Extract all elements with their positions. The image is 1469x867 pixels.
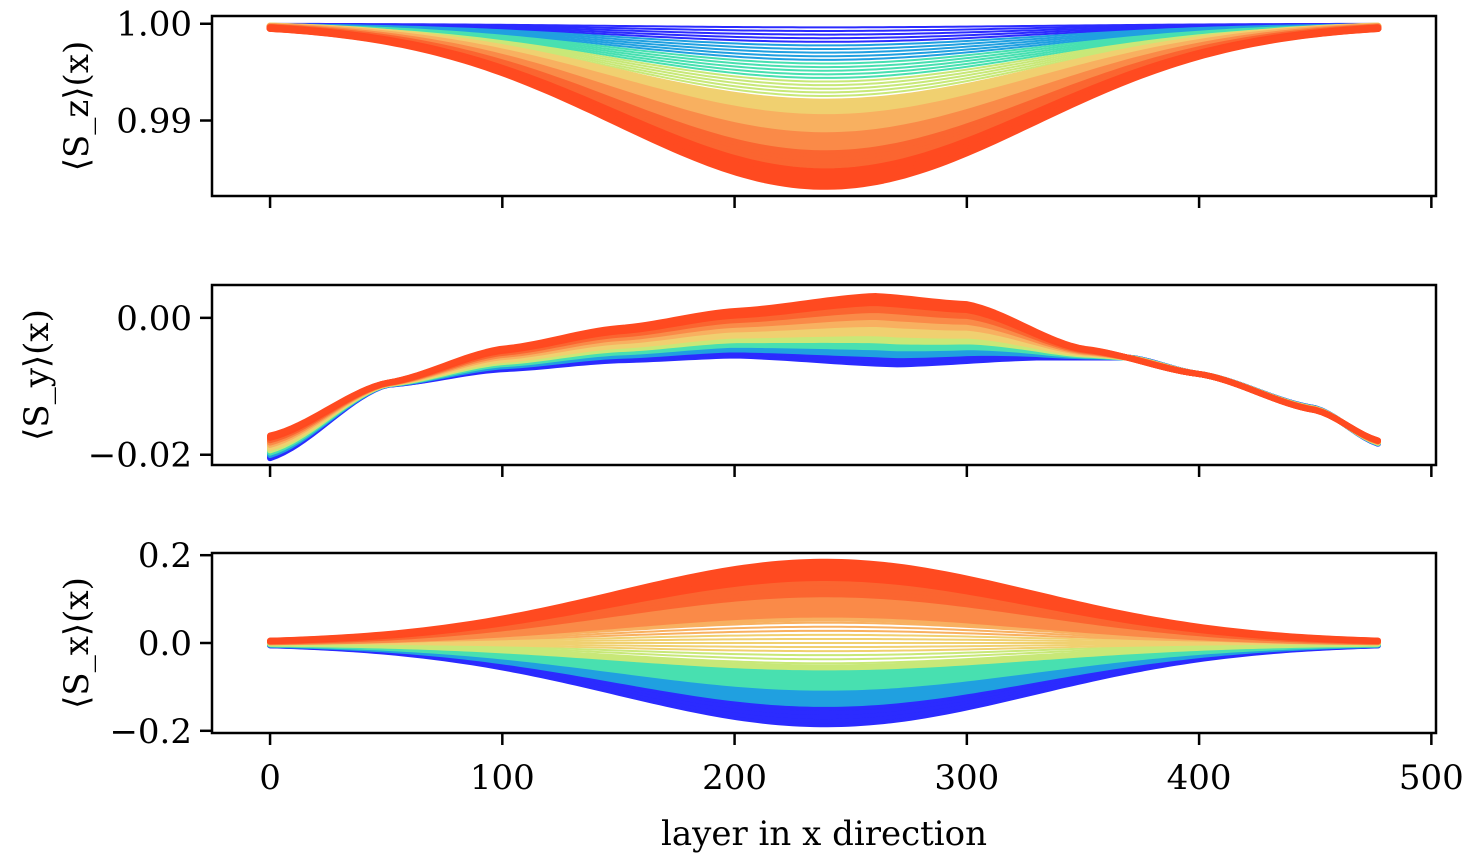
- x-axis-label: layer in x direction: [661, 814, 987, 854]
- xtick-label: 300: [934, 758, 999, 798]
- xtick-label: 0: [259, 758, 281, 798]
- sz-ytick-label: 0.99: [116, 102, 192, 142]
- sy-ytick-label: 0.00: [116, 299, 192, 339]
- xtick-label: 500: [1399, 758, 1464, 798]
- xtick-label: 100: [470, 758, 535, 798]
- sy-series-line: [267, 344, 1381, 458]
- sx-yticks: −0.2 0.0 0.2: [109, 536, 212, 752]
- sz-yticks: 0.99 1.00: [116, 5, 212, 142]
- sy-curves: [267, 293, 1381, 462]
- sy-ytick-label: −0.02: [88, 436, 192, 476]
- sx-xticks: 0 100 200 300 400 500: [259, 733, 1464, 798]
- sx-ytick-label: 0.2: [138, 536, 192, 576]
- sx-ytick-label: −0.2: [109, 712, 192, 752]
- sy-yticks: −0.02 0.00: [88, 299, 212, 476]
- sy-series-line: [267, 293, 1381, 444]
- xtick-label: 200: [702, 758, 767, 798]
- sx-ylabel: ⟨S_x⟩(x): [57, 577, 97, 709]
- sx-ytick-label: 0.0: [138, 624, 192, 664]
- sz-curves: [266, 22, 1382, 190]
- sy-xticks: [268, 465, 1433, 477]
- panel-sz: 0.99 1.00 ⟨S_z⟩(x): [57, 5, 1438, 208]
- panel-sx: −0.2 0.0 0.2 0 100 200 300 400 500 ⟨S_x⟩(x): [57, 536, 1464, 798]
- sz-ytick-label: 1.00: [116, 5, 192, 45]
- sx-curves: [267, 558, 1381, 728]
- sx-series-line: [267, 558, 1381, 644]
- sy-series-line: [267, 346, 1381, 459]
- sy-axes-frame: [210, 283, 1438, 467]
- panel-sy: −0.02 0.00 ⟨S_y⟩(x): [17, 283, 1438, 477]
- sy-ylabel: ⟨S_y⟩(x): [17, 309, 57, 441]
- sz-ylabel: ⟨S_z⟩(x): [57, 41, 97, 171]
- sz-xticks: [268, 196, 1433, 208]
- sz-series-line: [266, 24, 1382, 190]
- sz-axes-frame: [210, 14, 1438, 198]
- xtick-label: 400: [1167, 758, 1232, 798]
